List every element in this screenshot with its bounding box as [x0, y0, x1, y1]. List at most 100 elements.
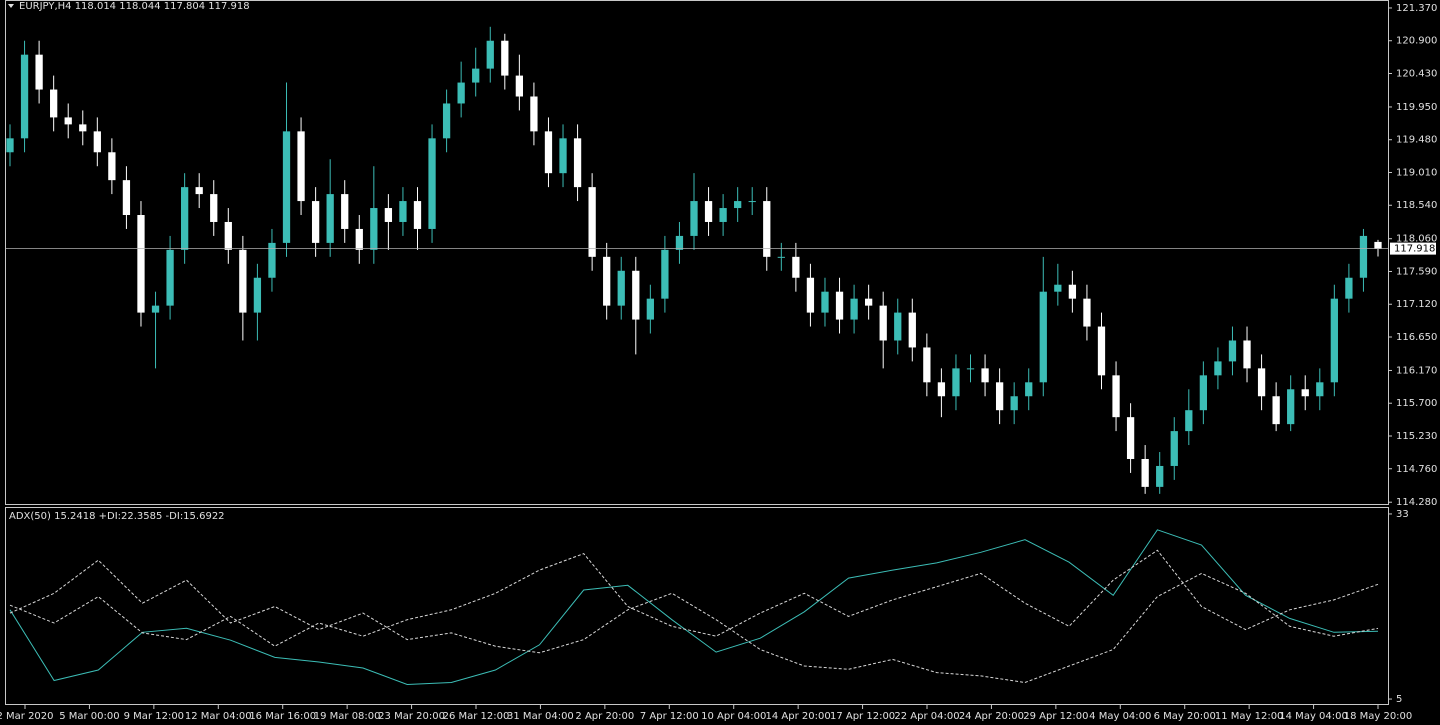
y-tick-label: 114.760 [1396, 464, 1437, 475]
candle-body [1228, 340, 1237, 362]
candle-body [704, 201, 713, 222]
candle-body [253, 277, 262, 313]
x-tick-label: 31 Mar 04:00 [507, 711, 574, 722]
candle-body [282, 131, 291, 243]
x-tick-label: 29 Apr 12:00 [1023, 711, 1088, 722]
candle-body [384, 208, 393, 222]
candle-body [1156, 465, 1164, 487]
candle-body [1112, 375, 1120, 418]
candle-body [1039, 291, 1047, 383]
x-tick-label: 5 Mar 00:00 [59, 711, 119, 722]
candle-body [850, 298, 858, 320]
x-tick-label: 22 Apr 04:00 [894, 711, 959, 722]
candle-body [50, 89, 58, 118]
candle-body [908, 312, 916, 348]
candle-body [865, 298, 873, 306]
menu-arrow[interactable] [8, 4, 14, 8]
chart-title: EURJPY,H4 118.014 118.044 117.804 117.91… [19, 1, 250, 12]
candle-body [573, 138, 582, 188]
candle-body [311, 201, 320, 243]
price-panel [5, 0, 1389, 505]
y-tick-label: 115.700 [1396, 398, 1437, 409]
candle-body [937, 382, 946, 397]
candle-body [195, 187, 203, 195]
x-tick-label: 14 May 04:00 [1279, 711, 1348, 722]
candle-body [1025, 382, 1033, 397]
x-tick-label: 2 Apr 20:00 [575, 711, 634, 722]
candle-body [1010, 396, 1018, 411]
candle-body [806, 277, 815, 313]
indicator-line [9, 559, 1379, 684]
x-tick-label: 11 May 12:00 [1215, 711, 1284, 722]
candle-body [603, 256, 611, 306]
candle-body [1301, 389, 1309, 397]
last-price-box [1390, 242, 1436, 255]
x-tick-label: 16 Mar 16:00 [249, 711, 316, 722]
candle-body [181, 187, 189, 250]
candle-body [326, 194, 334, 243]
y-tick-label: 5 [1396, 694, 1402, 705]
candle-body [1126, 417, 1135, 459]
candle-body [821, 291, 829, 313]
candle-body [1345, 277, 1353, 299]
candle-body [341, 194, 349, 229]
candle-body [1359, 235, 1368, 278]
candle-body [210, 194, 218, 222]
candle-body [981, 368, 989, 383]
x-tick-label: 12 Mar 04:00 [185, 711, 252, 722]
candle-body [442, 103, 451, 139]
candle-body [748, 201, 756, 203]
candle-body [268, 242, 276, 278]
candle-body [1374, 241, 1382, 249]
candle-body [370, 208, 378, 250]
candle-body [1083, 298, 1091, 327]
candle-body [1330, 298, 1338, 383]
x-tick-label: 4 May 04:00 [1089, 711, 1151, 722]
indicator-panel [5, 507, 1389, 705]
x-tick-label: 18 May 20:00 [1344, 711, 1413, 722]
candle-body [1170, 431, 1178, 466]
y-tick-label: 116.650 [1396, 332, 1437, 343]
candle-body [559, 138, 567, 174]
y-tick-label: 120.430 [1396, 68, 1437, 79]
candle-body [399, 201, 407, 222]
candle-body [646, 298, 654, 320]
candle-body [122, 180, 131, 216]
y-tick-label: 117.590 [1396, 266, 1437, 277]
x-tick-label: 9 Mar 12:00 [124, 711, 184, 722]
candle-body [1199, 375, 1207, 411]
candle-body [224, 221, 232, 250]
x-tick-label: 7 Apr 12:00 [640, 711, 699, 722]
candle-body [544, 131, 553, 174]
candle-body [428, 138, 436, 229]
y-tick-label: 119.010 [1396, 167, 1437, 178]
candle-body [661, 249, 669, 299]
candle-body [763, 201, 771, 257]
last-price-label: 117.918 [1394, 244, 1435, 255]
candle-body [93, 131, 101, 153]
candle-body [995, 382, 1004, 411]
candle-body [413, 201, 422, 229]
candle-body [734, 201, 742, 209]
candle-body [879, 305, 887, 341]
candle-body [1141, 458, 1149, 487]
candle-body [792, 256, 800, 278]
candle-body [1316, 382, 1324, 397]
candle-body [515, 75, 523, 97]
candle-body [923, 347, 931, 383]
candle-body [1272, 396, 1280, 425]
candle-body [1214, 361, 1222, 376]
x-tick-label: 23 Mar 20:00 [378, 711, 445, 722]
candle-body [137, 215, 145, 313]
x-tick-label: 2 Mar 2020 [0, 711, 54, 722]
candle-body [6, 138, 14, 153]
candle-body [108, 152, 116, 181]
candle-body [1185, 410, 1193, 432]
y-tick-label: 33 [1396, 509, 1409, 520]
x-tick-label: 24 Apr 20:00 [959, 711, 1024, 722]
x-tick-label: 26 Mar 12:00 [443, 711, 510, 722]
candle-body [64, 117, 72, 125]
candle-body [632, 270, 640, 320]
